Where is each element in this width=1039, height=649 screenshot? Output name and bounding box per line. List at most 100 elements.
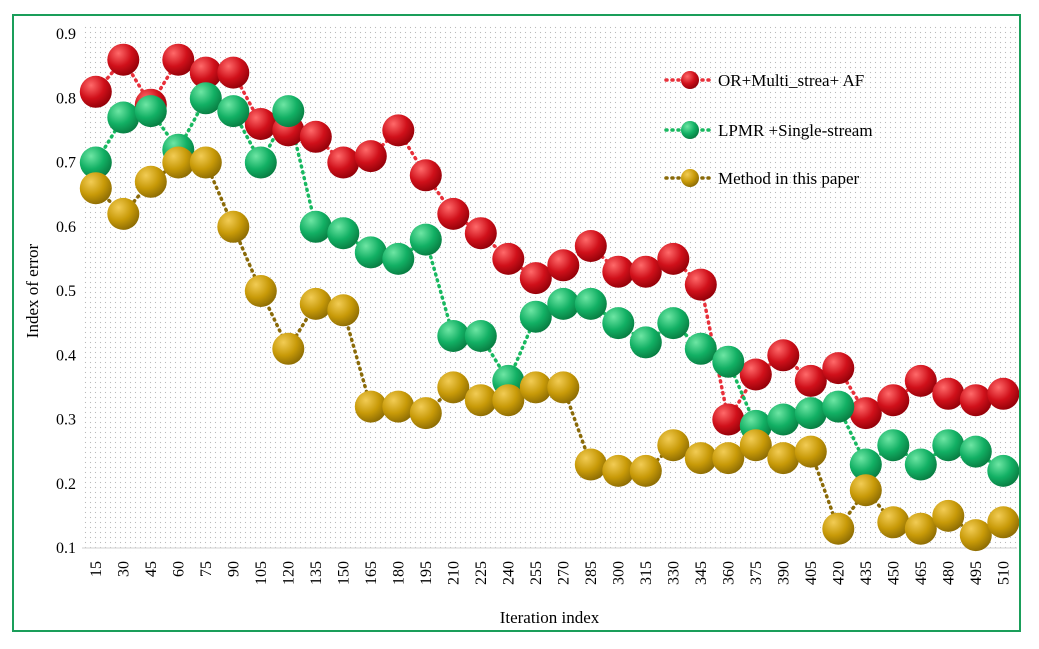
x-tick-label: 435 (858, 561, 875, 585)
series-2-point (189, 146, 222, 179)
series-1-point (684, 332, 717, 365)
series-1-point (629, 326, 662, 359)
series-0-point (574, 230, 607, 262)
series-0-point (519, 262, 552, 295)
series-0-point (739, 358, 772, 391)
series-0-point (464, 217, 497, 250)
y-tick-label: 0.3 (56, 412, 76, 429)
x-tick-label: 345 (693, 561, 710, 585)
series-1-point (382, 242, 415, 275)
chart-svg: 0.1 0.2 0.3 0.4 0.5 0.6 0.7 0.8 0.9 15 30 45 60 75 90 1… (23, 24, 1019, 627)
x-tick-label: 45 (143, 561, 160, 577)
x-tick-label: 495 (968, 561, 985, 585)
x-tick-label: 75 (198, 561, 215, 577)
x-tick-label: 480 (940, 561, 957, 585)
series-0-point (299, 120, 332, 153)
x-tick-label: 225 (473, 561, 490, 585)
series-2-point (464, 384, 497, 417)
series-0-point (354, 140, 387, 173)
series-1-point (822, 390, 855, 423)
series-2-point (134, 165, 167, 198)
series-0-point (382, 114, 415, 147)
series-0-point (189, 56, 222, 89)
series-2-point (217, 210, 250, 243)
series-0-point (217, 56, 250, 89)
x-tick-label: 210 (445, 561, 462, 585)
series-2-point (437, 371, 470, 404)
y-tick-label: 0.9 (56, 26, 76, 43)
series-1-point (574, 287, 607, 320)
x-tick-label: 240 (500, 561, 517, 585)
series-0-point (162, 43, 195, 76)
series-1-point (327, 217, 360, 250)
series-2-point (904, 512, 937, 545)
x-tick-label: 90 (225, 561, 242, 577)
series-2-point (409, 397, 442, 430)
series-2-point (794, 435, 827, 468)
series-2-point (657, 429, 690, 462)
series-0-point (767, 339, 800, 372)
y-tick-label: 0.1 (56, 540, 76, 557)
series-2-point (932, 499, 965, 532)
series-1-point (272, 95, 305, 128)
series-0-point (794, 364, 827, 397)
series-2-point (767, 442, 800, 475)
series-2-point (354, 390, 387, 423)
series-markers (79, 43, 1019, 552)
series-2-point (107, 197, 140, 230)
series-0-point (849, 397, 882, 430)
series-1-point (849, 448, 882, 481)
y-tick-label: 0.2 (56, 476, 76, 493)
y-tick-label: 0.4 (56, 347, 76, 364)
x-tick-label: 465 (913, 561, 930, 585)
series-0-point (932, 377, 965, 410)
series-1-point (987, 454, 1019, 487)
x-axis-title: Iteration index (500, 608, 600, 627)
series-1-point (79, 146, 112, 179)
legend: OR+Multi_strea+ AF LPMR +Single-stream Met… (664, 71, 873, 188)
x-tick-label: 360 (720, 561, 737, 585)
series-0-point (684, 268, 717, 301)
x-tick-label: 390 (775, 561, 792, 585)
series-1-point (189, 82, 222, 115)
series-2-point (382, 390, 415, 423)
x-tick-label: 420 (830, 561, 847, 585)
series-0-point (602, 255, 635, 288)
series-1-point (217, 95, 250, 128)
y-tick-label: 0.8 (56, 90, 76, 107)
x-tick-label: 450 (885, 561, 902, 585)
series-0-point (657, 242, 690, 275)
legend-label-0: OR+Multi_strea+ AF (718, 71, 864, 90)
legend-marker-0 (681, 71, 699, 89)
y-tick-label: 0.7 (56, 155, 76, 172)
legend-marker-1 (681, 121, 699, 139)
axes: 0.1 0.2 0.3 0.4 0.5 0.6 0.7 0.8 0.9 15 30 45 60 75 90 1… (56, 26, 1017, 585)
series-2-point (629, 454, 662, 487)
x-tick-label: 330 (665, 561, 682, 585)
y-tick-label: 0.5 (56, 283, 76, 300)
series-2-point (712, 442, 745, 475)
series-0-point (437, 197, 470, 230)
series-0-point (904, 364, 937, 397)
series-2-point (877, 506, 910, 539)
x-tick-label: 180 (390, 561, 407, 585)
series-1-point (767, 403, 800, 436)
x-tick-label: 315 (638, 561, 655, 585)
legend-label-2: Method in this paper (718, 169, 860, 188)
series-0-point (492, 242, 525, 275)
series-0-point (244, 108, 277, 140)
series-1-point (959, 435, 992, 468)
series-2-point (849, 474, 882, 507)
series-2-point (739, 429, 772, 462)
series-0-point (629, 255, 662, 288)
x-tick-label: 510 (995, 561, 1012, 585)
series-0-point (107, 43, 140, 76)
series-0-point (547, 249, 580, 282)
x-tick-label: 15 (88, 561, 105, 577)
series-0-point (79, 75, 112, 108)
x-tick-label: 270 (555, 561, 572, 585)
series-0-point (327, 146, 360, 179)
x-tick-label: 300 (610, 561, 627, 585)
y-tick-label: 0.6 (56, 219, 76, 236)
series-2-point (272, 332, 305, 365)
